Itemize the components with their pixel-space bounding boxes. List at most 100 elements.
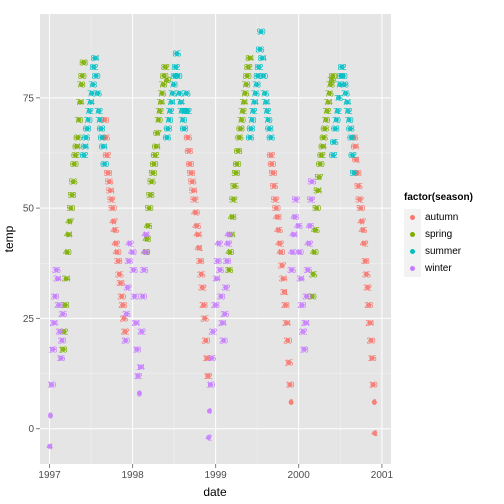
series-autumn: 7066625856545250474542403835333028252266… [100, 116, 378, 438]
data-point-spring [242, 90, 248, 96]
data-point-summer [168, 99, 174, 105]
data-point-winter [293, 196, 299, 202]
data-label-autumn: 38 [196, 257, 205, 266]
data-point-spring [156, 117, 162, 123]
data-label-summer: 76 [341, 89, 350, 98]
data-point-winter [123, 337, 129, 343]
data-point-summer [181, 126, 187, 132]
data-point-autumn [119, 293, 125, 299]
data-point-spring [309, 293, 315, 299]
data-label-autumn: 63 [184, 147, 193, 156]
data-point-autumn [369, 355, 375, 361]
data-point-autumn [269, 161, 275, 167]
data-label-summer: 76 [251, 89, 260, 98]
data-point-winter [222, 311, 228, 317]
data-point-winter [304, 293, 310, 299]
data-label-spring: 40 [310, 248, 319, 257]
data-point-summer [165, 126, 171, 132]
data-label-summer: 74 [342, 98, 351, 107]
data-point-winter [143, 232, 149, 238]
data-label-winter: 22 [208, 328, 217, 337]
data-label-autumn: 33 [116, 279, 125, 288]
data-point-winter [57, 329, 63, 335]
data-point-autumn [189, 179, 195, 185]
data-label-summer: 74 [86, 98, 95, 107]
data-label-winter: 40 [288, 248, 297, 257]
data-label-summer: 66 [246, 134, 255, 143]
legend-label: summer [425, 246, 462, 257]
data-point-autumn [110, 205, 116, 211]
data-point-autumn [111, 218, 117, 224]
data-point-spring [311, 249, 317, 255]
data-label-winter: 42 [125, 239, 134, 248]
data-label-spring: 60 [233, 160, 242, 169]
data-label-spring: 70 [237, 116, 246, 125]
data-label-autumn: 22 [121, 328, 130, 337]
data-point-spring [244, 73, 250, 79]
data-point-winter [55, 276, 61, 282]
data-label-winter: 18 [132, 345, 141, 354]
data-point-summer [266, 126, 272, 132]
data-label-autumn: 55 [270, 182, 279, 191]
data-point-summer [102, 161, 108, 167]
data-label-winter: 42 [304, 239, 313, 248]
data-point-spring [81, 60, 87, 66]
data-label-summer: 84 [258, 54, 267, 63]
data-point-spring [329, 77, 335, 83]
data-label-summer: 80 [170, 72, 179, 81]
data-label-winter: 40 [141, 248, 150, 257]
data-label-summer: 72 [94, 107, 103, 116]
data-point-winter [295, 223, 301, 229]
data-label-winter: 30 [130, 292, 139, 301]
data-point-autumn [273, 205, 279, 211]
data-point-autumn [194, 223, 200, 229]
data-label-spring: 50 [66, 204, 75, 213]
data-label-spring: 44 [64, 231, 73, 240]
data-label-summer: 78 [169, 81, 178, 90]
data-label-summer: 74 [250, 98, 259, 107]
data-point-spring [61, 329, 67, 335]
data-label-summer: 70 [264, 116, 273, 125]
data-point-autumn [203, 337, 209, 343]
data-label-summer: 68 [246, 125, 255, 134]
data-point-winter [225, 240, 231, 246]
data-label-autumn: 24 [282, 319, 291, 328]
data-point-spring [69, 192, 75, 198]
data-label-spring: 68 [236, 125, 245, 134]
data-point-winter [50, 346, 56, 352]
data-label-summer: 76 [182, 89, 191, 98]
data-label-spring: 70 [74, 116, 83, 125]
data-label-autumn: 58 [104, 169, 113, 178]
data-point-winter [309, 179, 315, 185]
data-label-summer: 66 [162, 134, 171, 143]
data-label-autumn: 25 [119, 314, 128, 323]
data-point-spring [76, 117, 82, 123]
data-point-spring [316, 174, 322, 180]
data-point-autumn [193, 210, 199, 216]
data-point-winter [301, 346, 307, 352]
data-point-autumn [105, 170, 111, 176]
data-label-spring: 67 [153, 129, 162, 138]
data-point-winter [51, 320, 57, 326]
data-label-autumn: 28 [199, 301, 208, 310]
data-point-spring [243, 82, 249, 88]
x-tick-label: 1997 [38, 470, 61, 481]
data-label-winter: 46 [294, 222, 303, 231]
data-point-winter [126, 258, 132, 264]
data-label-autumn: 20 [201, 336, 210, 345]
data-point-autumn [122, 329, 128, 335]
data-label-summer: 62 [79, 151, 88, 160]
data-label-autumn: 16 [368, 354, 377, 363]
data-point-summer [333, 117, 339, 123]
data-point-winter [306, 240, 312, 246]
data-label-summer: 58 [349, 169, 358, 178]
data-points: 7066625856545250474542403835333028252266… [46, 28, 379, 452]
data-point-spring [317, 161, 323, 167]
data-point-summer [252, 90, 258, 96]
data-point-summer [339, 64, 345, 70]
data-label-spring: 82 [244, 63, 253, 72]
data-label-autumn: 16 [203, 354, 212, 363]
data-point-summer [332, 126, 338, 132]
data-label-spring: 64 [318, 142, 327, 151]
data-point-summer [250, 108, 256, 114]
